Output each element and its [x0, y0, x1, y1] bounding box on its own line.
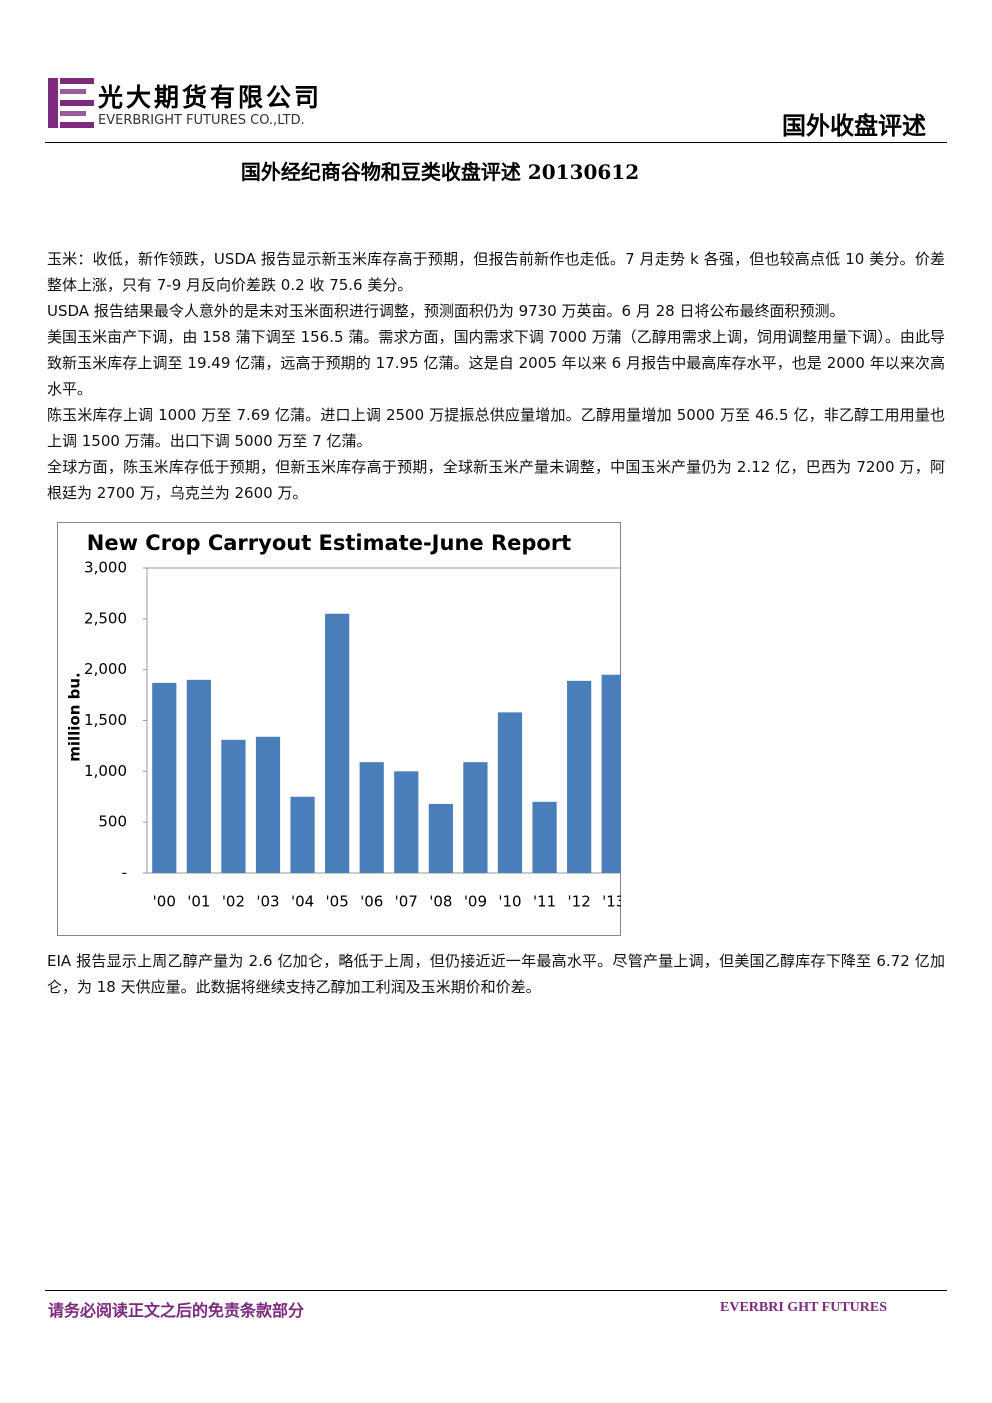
x-tick-label: '00 [153, 893, 176, 911]
paragraph: EIA 报告显示上周乙醇产量为 2.6 亿加仑，略低于上周，但仍接近近一年最高水… [47, 952, 945, 996]
x-tick-label: '05 [326, 893, 349, 911]
x-tick-label: '01 [187, 893, 210, 911]
paragraph: USDA 报告结果最令人意外的是未对玉米面积进行调整，预测面积仍为 9730 万… [47, 302, 845, 320]
y-tick-label: 2,000 [84, 660, 127, 678]
x-tick-label: '12 [568, 893, 591, 911]
y-tick-label: 1,000 [84, 762, 127, 780]
y-tick-label: 3,000 [84, 559, 127, 577]
x-tick-label: '10 [498, 893, 521, 911]
x-tick-label: '07 [395, 893, 418, 911]
paragraph: 陈玉米库存上调 1000 万至 7.69 亿蒲。进口上调 2500 万提振总供应… [47, 406, 945, 450]
bar [325, 613, 350, 873]
x-tick-label: '06 [360, 893, 383, 911]
bar [532, 801, 557, 873]
footer-brand: EVERBRI GHT FUTURES [720, 1300, 888, 1315]
bar [359, 762, 384, 873]
logo-cn: 光大期货有限公司 [98, 83, 323, 112]
paragraph: 美国玉米亩产下调，由 158 蒲下调至 156.5 蒲。需求方面，国内需求下调 … [47, 328, 945, 398]
bar [221, 739, 246, 873]
paragraph: 全球方面，陈玉米库存低于预期，但新玉米库存高于预期，全球新玉米产量未调整，中国玉… [47, 458, 945, 502]
y-axis-label: million bu. [66, 672, 84, 762]
x-tick-label: '11 [533, 893, 556, 911]
logo-en: EVERBRIGHT FUTURES CO.,LTD. [98, 113, 305, 128]
bar [601, 674, 621, 873]
x-tick-label: '09 [464, 893, 487, 911]
paragraph: 玉米：收低，新作领跌，USDA 报告显示新玉米库存高于预期，但报告前新作也走低。… [47, 250, 945, 294]
chart-title: New Crop Carryout Estimate-June Report [87, 531, 571, 555]
bar [463, 762, 488, 873]
chart: New Crop Carryout Estimate-June Report m… [57, 522, 621, 936]
x-tick-label: '04 [291, 893, 314, 911]
bar [567, 680, 592, 873]
y-tick-label: 1,500 [84, 711, 127, 729]
bar [152, 682, 177, 873]
bar [255, 736, 281, 873]
bar [394, 771, 419, 873]
y-tick-label: 2,500 [84, 609, 127, 627]
bar [186, 679, 211, 873]
footer-disclaimer: 请务必阅读正文之后的免责条款部分 [48, 1301, 305, 1320]
bar [497, 712, 523, 873]
section-label: 国外收盘评述 [782, 112, 926, 140]
x-tick-label: '02 [222, 893, 245, 911]
x-tick-label: '08 [429, 893, 452, 911]
bar [290, 796, 315, 873]
y-tick-label: - [122, 864, 127, 882]
footer-rule [45, 1290, 947, 1291]
bar [428, 803, 453, 873]
header-rule [45, 142, 947, 143]
x-tick-label: '13 [602, 893, 621, 911]
logo-mark [48, 78, 94, 128]
x-tick-label: '03 [256, 893, 279, 911]
doc-title: 国外经纪商谷物和豆类收盘评述 20130612 [240, 160, 640, 184]
y-tick-label: 500 [98, 813, 127, 831]
